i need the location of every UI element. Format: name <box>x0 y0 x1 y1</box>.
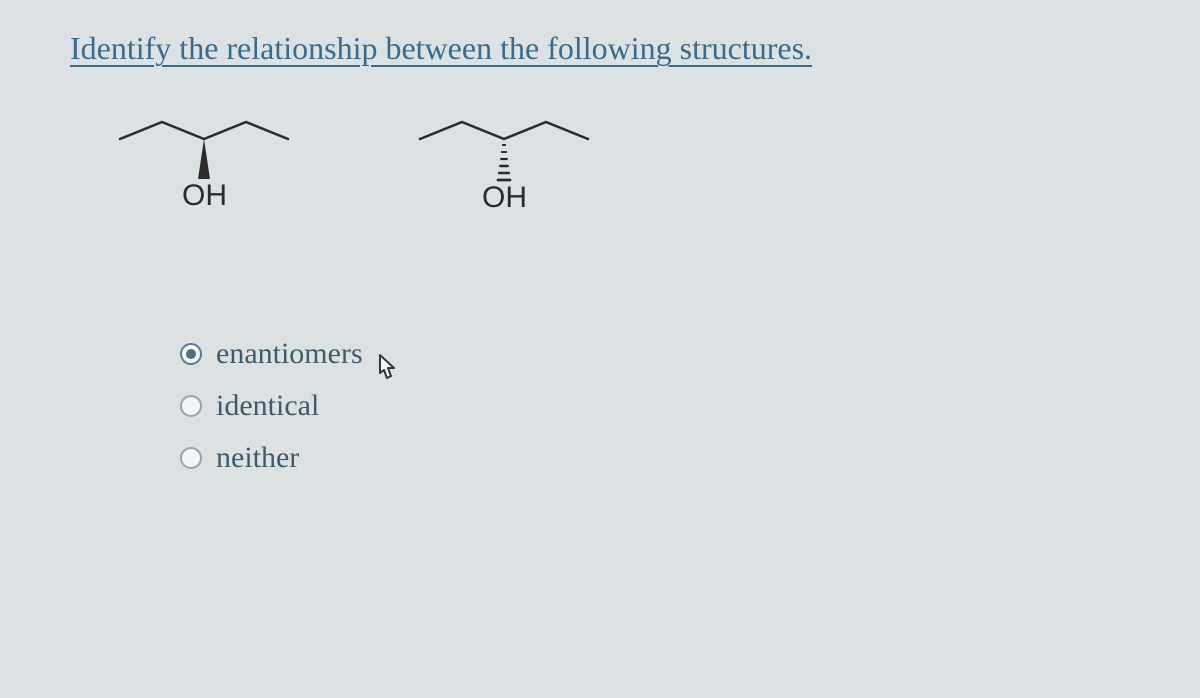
options-group: enantiomers identical neither <box>180 337 1130 475</box>
structure-right-label: OH <box>482 181 527 215</box>
radio-enantiomers[interactable] <box>180 343 202 365</box>
option-identical-label: identical <box>216 389 319 423</box>
radio-identical[interactable] <box>180 395 202 417</box>
question-title: Identify the relationship between the fo… <box>70 30 1130 67</box>
option-neither-label: neither <box>216 441 299 475</box>
option-enantiomers[interactable]: enantiomers <box>180 337 1130 371</box>
structures-row: OH OH <box>110 117 1130 247</box>
radio-neither[interactable] <box>180 447 202 469</box>
structure-left: OH <box>110 117 320 247</box>
option-neither[interactable]: neither <box>180 441 1130 475</box>
structure-left-label: OH <box>182 179 227 213</box>
option-identical[interactable]: identical <box>180 389 1130 423</box>
option-enantiomers-label: enantiomers <box>216 337 363 371</box>
structure-right: OH <box>410 117 620 247</box>
